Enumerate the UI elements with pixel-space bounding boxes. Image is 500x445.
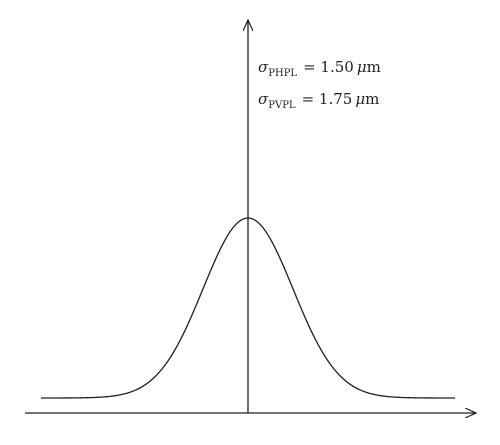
subscript-pvpl: PVPL (268, 100, 296, 111)
sigma-symbol: σ (258, 58, 269, 76)
value-pvpl: = 1.75 (301, 90, 353, 108)
unit-prefix-pvpl: μ (355, 90, 366, 108)
annotation-phpl: σPHPL = 1.50 μm (258, 58, 381, 79)
unit-phpl: m (366, 58, 381, 76)
subscript-phpl: PHPL (268, 68, 298, 79)
annotation-pvpl: σPVPL = 1.75 μm (258, 90, 380, 111)
value-phpl: = 1.50 (303, 58, 354, 76)
sigma-symbol: σ (258, 90, 269, 108)
unit-prefix-phpl: μ (356, 58, 367, 76)
gaussian-curve (40, 217, 456, 399)
unit-pvpl: m (365, 90, 380, 108)
